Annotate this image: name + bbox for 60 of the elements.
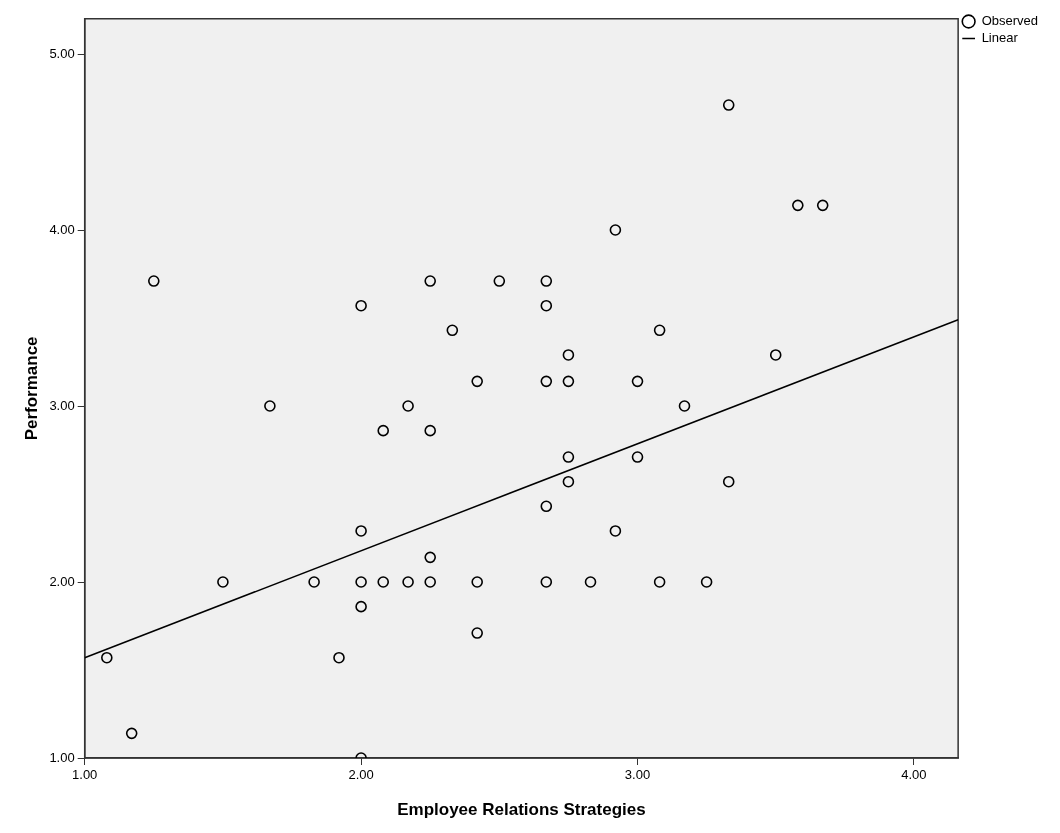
point (424, 576, 437, 588)
point (217, 576, 229, 588)
point (631, 451, 644, 463)
point (769, 349, 782, 361)
point (631, 375, 644, 388)
point (446, 324, 459, 337)
y-axis-title: Performance (21, 336, 41, 441)
point (816, 199, 829, 212)
point (609, 525, 622, 537)
point (493, 275, 506, 287)
y-tick-label: 2.00 (49, 573, 75, 589)
point (653, 324, 666, 337)
point (540, 375, 553, 388)
point (678, 400, 691, 412)
point (424, 551, 437, 564)
point (722, 475, 735, 488)
point (792, 199, 804, 212)
x-axis-title: Employee Relations Strategies (397, 800, 646, 820)
point (609, 224, 622, 236)
point (402, 576, 414, 588)
point (562, 451, 575, 463)
point (471, 375, 483, 388)
point (471, 576, 483, 588)
point (148, 275, 160, 287)
point (264, 400, 276, 412)
point (377, 424, 390, 437)
point (540, 500, 553, 513)
y-tick-label: 5.00 (49, 45, 75, 61)
point (333, 651, 345, 664)
point (125, 727, 138, 740)
point (308, 576, 320, 588)
point (355, 525, 367, 537)
point (424, 275, 437, 287)
point (653, 576, 666, 588)
y-tick-label: 3.00 (49, 397, 75, 413)
y-tick-label: 1.00 (49, 749, 75, 765)
x-tick-label: 3.00 (624, 767, 651, 783)
point (540, 275, 553, 287)
point (402, 400, 414, 412)
point (355, 600, 367, 613)
point (424, 424, 437, 437)
point (540, 299, 553, 312)
point (562, 349, 575, 361)
point (722, 99, 735, 111)
point (562, 375, 575, 388)
legend-label: Linear (981, 30, 1019, 46)
point (700, 576, 713, 588)
point (471, 627, 483, 639)
point (101, 651, 113, 664)
point (584, 576, 597, 588)
point (377, 576, 390, 588)
y-tick-label: 4.00 (49, 221, 75, 237)
point (355, 299, 367, 312)
x-tick-label: 2.00 (348, 767, 374, 783)
x-tick-label: 4.00 (901, 767, 927, 783)
point (540, 576, 553, 588)
x-tick-label: 1.00 (72, 767, 98, 783)
point (562, 475, 575, 488)
legend-label: Observed (981, 13, 1039, 29)
point (355, 576, 367, 588)
